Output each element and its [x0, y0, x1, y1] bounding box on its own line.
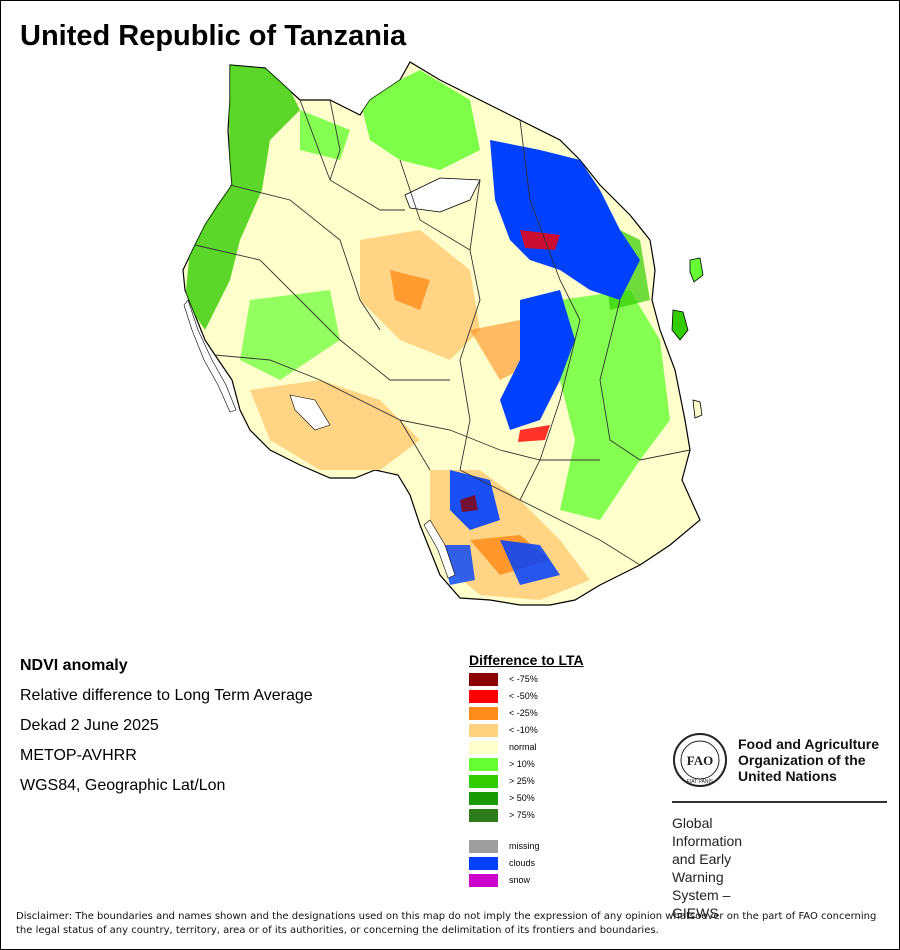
legend-class-swatch — [469, 724, 498, 737]
legend-classes: < -75% < -50% < -25% < -10% normal > 10% > 25%… — [469, 671, 584, 824]
legend-special-label: missing — [509, 841, 540, 851]
projection-label: WGS84, Geographic Lat/Lon — [20, 777, 226, 794]
legend-gap — [469, 824, 584, 838]
legend-special-row: clouds — [469, 855, 584, 872]
anomaly-green-north — [360, 70, 480, 170]
legend-class-label: > 10% — [509, 759, 535, 769]
legend-class-swatch — [469, 707, 498, 720]
fao-logo-icon: FAO FIAT PANIS — [673, 733, 727, 787]
fao-logo-text: FAO — [687, 753, 713, 768]
legend-class-row: < -50% — [469, 688, 584, 705]
anomaly-green-west-2 — [240, 290, 340, 380]
admin-boundaries — [194, 99, 691, 566]
giews-line2: Warning System – GIEWS — [672, 869, 731, 921]
legend-special-swatch — [469, 840, 498, 853]
product-name: NDVI anomaly — [20, 657, 128, 674]
clouds-central-east — [500, 290, 575, 430]
zanzibar-island — [671, 309, 689, 341]
legend-special: missing clouds snow — [469, 838, 584, 889]
legend-class-row: < -75% — [469, 671, 584, 688]
legend-class-row: < -10% — [469, 722, 584, 739]
lake-rukwa — [289, 394, 331, 431]
legend-class-row: < -25% — [469, 705, 584, 722]
legend-class-swatch — [469, 690, 498, 703]
legend-class-swatch — [469, 809, 498, 822]
fao-name-line3: United Nations — [738, 768, 837, 784]
legend-special-row: missing — [469, 838, 584, 855]
anomaly-green-west — [185, 65, 300, 330]
anomaly-red-center — [518, 425, 550, 442]
clouds-south-2 — [500, 540, 560, 585]
giews-line1: Global Information and Early — [672, 815, 743, 867]
map-legend: Difference to LTA < -75% < -50% < -25% < -1… — [469, 652, 584, 889]
legend-class-label: normal — [509, 742, 537, 752]
fao-logo-motto: FIAT PANIS — [687, 779, 714, 785]
map-info: NDVI anomaly Relative difference to Long… — [20, 656, 313, 806]
legend-class-row: > 50% — [469, 790, 584, 807]
legend-class-row: normal — [469, 739, 584, 756]
legend-class-label: > 75% — [509, 810, 535, 820]
sensor-label: METOP-AVHRR — [20, 747, 137, 764]
legend-class-swatch — [469, 775, 498, 788]
pemba-island — [689, 257, 704, 283]
fao-divider — [672, 801, 887, 803]
lake-nyasa — [423, 519, 456, 579]
lake-tanganyika — [183, 299, 237, 413]
map-title: United Republic of Tanzania — [20, 20, 407, 52]
legend-class-label: < -50% — [509, 691, 538, 701]
giews-label: Global Information and Early Warning Sys… — [672, 814, 742, 922]
legend-class-swatch — [469, 741, 498, 754]
legend-class-label: < -10% — [509, 725, 538, 735]
fao-name-line1: Food and Agriculture — [738, 736, 880, 752]
legend-class-label: > 50% — [509, 793, 535, 803]
mafia-island — [692, 399, 703, 419]
legend-class-row: > 25% — [469, 773, 584, 790]
legend-class-row: > 75% — [469, 807, 584, 824]
legend-special-row: snow — [469, 872, 584, 889]
legend-class-swatch — [469, 758, 498, 771]
legend-class-label: > 25% — [509, 776, 535, 786]
anomaly-orange-central-2 — [390, 270, 430, 310]
period-label: Dekad 2 June 2025 — [20, 717, 159, 734]
legend-special-swatch — [469, 857, 498, 870]
product-description: Relative difference to Long Term Average — [20, 687, 313, 704]
fao-name-line2: Organization of the — [738, 752, 866, 768]
legend-class-row: > 10% — [469, 756, 584, 773]
legend-title: Difference to LTA — [469, 652, 584, 668]
tanzania-ndvi-map — [182, 61, 704, 606]
anomaly-red-north-east — [520, 230, 560, 250]
anomaly-dark-red-south — [460, 495, 478, 512]
legend-class-label: < -25% — [509, 708, 538, 718]
legend-special-swatch — [469, 874, 498, 887]
fao-name: Food and Agriculture Organization of the… — [738, 736, 879, 784]
disclaimer: Disclaimer: The boundaries and names sho… — [16, 911, 877, 936]
legend-class-swatch — [469, 792, 498, 805]
legend-class-label: < -75% — [509, 674, 538, 684]
legend-special-label: clouds — [509, 858, 536, 868]
legend-special-label: snow — [509, 875, 531, 885]
legend-class-swatch — [469, 673, 498, 686]
anomaly-green-east — [560, 290, 670, 520]
lake-victoria — [404, 177, 481, 213]
anomaly-green-northwest-2 — [300, 110, 350, 160]
